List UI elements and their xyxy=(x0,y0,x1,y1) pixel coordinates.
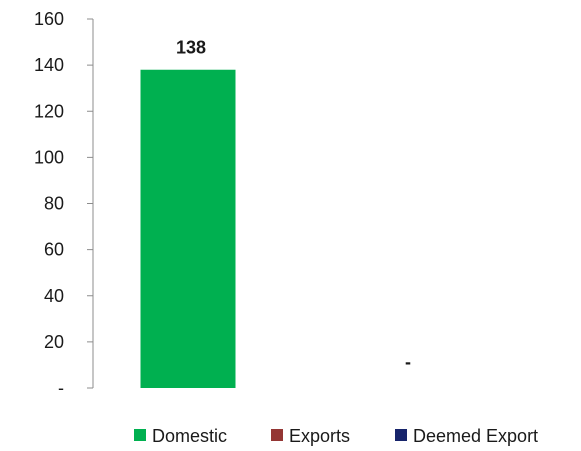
data-label: - xyxy=(405,352,411,372)
legend-label: Deemed Export xyxy=(413,426,538,446)
y-tick-label: 120 xyxy=(34,101,64,121)
y-tick-label: 140 xyxy=(34,55,64,75)
bar-domestic xyxy=(140,69,236,389)
y-tick-label: 20 xyxy=(44,332,64,352)
legend-label: Exports xyxy=(289,426,350,446)
y-tick-label: 100 xyxy=(34,147,64,167)
legend-swatch xyxy=(395,429,407,441)
y-tick-label: 80 xyxy=(44,194,64,214)
data-label: 138 xyxy=(176,38,206,58)
legend: Domestic Exports Deemed Export xyxy=(134,426,538,446)
y-axis: - 20 40 60 80 100 120 140 160 xyxy=(34,9,94,398)
bars xyxy=(140,69,236,389)
legend-swatch xyxy=(271,429,283,441)
legend-label: Domestic xyxy=(152,426,227,446)
y-tick-label: - xyxy=(58,378,64,398)
y-tick-label: 40 xyxy=(44,286,64,306)
y-tick-label: 160 xyxy=(34,9,64,29)
legend-swatch xyxy=(134,429,146,441)
data-labels: 138-- xyxy=(176,38,411,372)
y-tick-label: 60 xyxy=(44,240,64,260)
